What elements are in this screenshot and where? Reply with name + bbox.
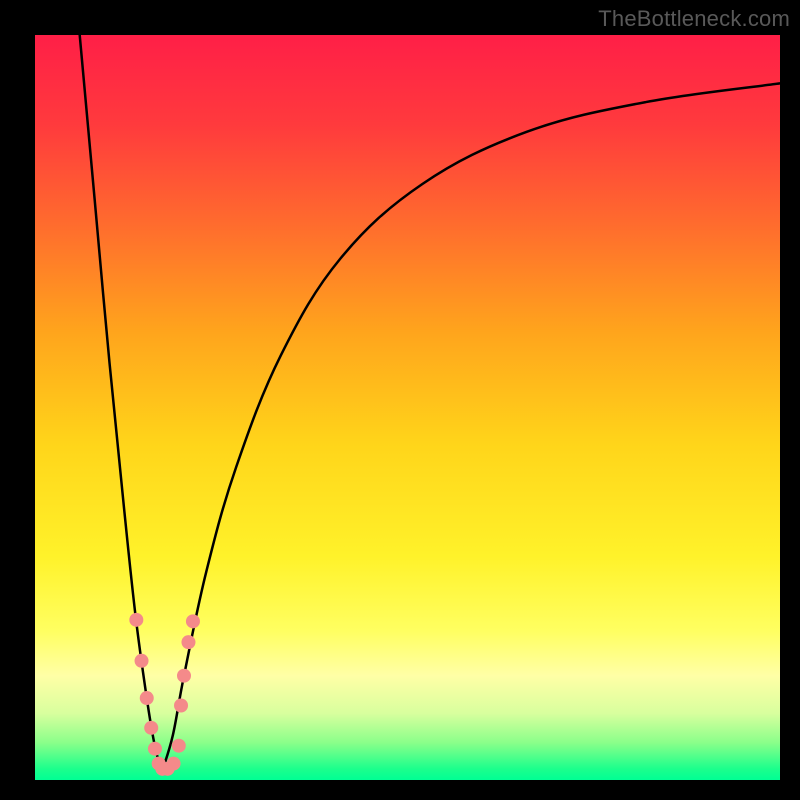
bottleneck-marker [148,742,162,756]
bottleneck-marker-cluster [129,613,200,776]
curve-left-branch [80,35,162,773]
watermark-text: TheBottleneck.com [598,6,790,32]
bottleneck-marker [172,739,186,753]
bottleneck-marker [140,691,154,705]
plot-area [35,35,780,780]
bottleneck-marker [129,613,143,627]
bottleneck-marker [174,699,188,713]
curve-right-branch [162,83,780,772]
bottleneck-curve [35,35,780,780]
bottleneck-marker [144,721,158,735]
bottleneck-marker [186,614,200,628]
bottleneck-marker [181,635,195,649]
bottleneck-marker [167,757,181,771]
bottleneck-marker [177,669,191,683]
bottleneck-marker [135,654,149,668]
chart-stage: TheBottleneck.com [0,0,800,800]
